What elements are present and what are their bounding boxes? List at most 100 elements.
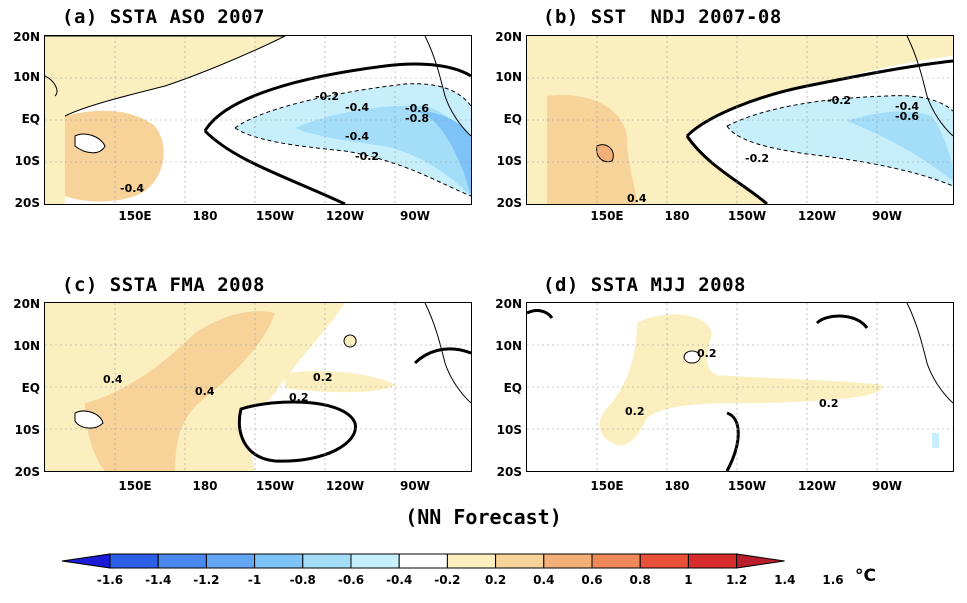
lat-label: 20N <box>495 297 522 311</box>
lon-label: 150W <box>255 479 295 493</box>
lat-label: 10S <box>496 154 522 168</box>
colorbar-tick-label: -0.2 <box>434 573 461 587</box>
lon-label: 180 <box>664 209 690 223</box>
lat-label: 20N <box>495 30 522 44</box>
contour-label: 0.4 <box>195 385 215 398</box>
lat-label: 20S <box>14 196 40 210</box>
lon-label: 150E <box>590 479 624 493</box>
lon-label: 150W <box>255 209 295 223</box>
contour-label: 0.2 <box>819 397 839 410</box>
colorbar-tick-label: 0.4 <box>533 573 555 587</box>
contour-label: -0.4 <box>345 130 369 143</box>
lat-label: 10N <box>13 339 40 353</box>
lon-label: 120W <box>325 209 365 223</box>
colorbar-swatch <box>205 553 256 569</box>
lat-label: EQ <box>21 112 40 126</box>
lon-label: 180 <box>664 479 690 493</box>
lon-label: 90W <box>400 479 430 493</box>
lat-label: EQ <box>503 381 522 395</box>
contour-label: 0.2 <box>625 405 645 418</box>
map-panel-a: -0.2 -0.4 -0.6 -0.8 -0.4 -0.2 -0.4 <box>44 35 472 205</box>
lon-label: 150W <box>727 479 767 493</box>
colorbar-swatch <box>398 553 448 569</box>
lon-label: 150E <box>118 479 152 493</box>
lat-label: 10N <box>495 339 522 353</box>
colorbar-swatch <box>302 553 352 569</box>
colorbar-tick-label: -0.8 <box>289 573 316 587</box>
colorbar-tick-label: -1.2 <box>193 573 220 587</box>
lat-label: 20N <box>13 297 40 311</box>
contour-label: 0.2 <box>289 391 309 404</box>
colorbar-swatch <box>109 553 159 569</box>
lon-label: 120W <box>797 209 837 223</box>
colorbar-swatch <box>350 553 400 569</box>
contour-label: -0.2 <box>355 150 379 163</box>
colorbar-tick-label: 0.2 <box>484 573 507 587</box>
lat-label: 10N <box>13 70 40 84</box>
contour-label: 0.2 <box>697 347 717 360</box>
lat-label: EQ <box>503 112 522 126</box>
contour-label: -0.4 <box>120 182 144 195</box>
lon-label: 120W <box>325 479 365 493</box>
colorbar-tick-label: 1.2 <box>725 573 748 587</box>
panel-title: (b) SST NDJ 2007-08 <box>543 6 782 28</box>
colorbar-swatch <box>446 553 497 569</box>
colorbar-tick-label: -1.4 <box>145 573 172 587</box>
lat-label: 20S <box>496 196 522 210</box>
lon-label: 90W <box>872 479 902 493</box>
colorbar-swatch <box>254 553 304 569</box>
colorbar-tick-label: 1.6 <box>822 573 844 587</box>
lat-label: 20S <box>496 465 522 479</box>
contour-label: 0.4 <box>627 192 647 204</box>
forecast-caption: (NN Forecast) <box>405 505 562 529</box>
lat-label: 20S <box>14 465 40 479</box>
colorbar <box>61 553 785 569</box>
lat-label: 20N <box>13 30 40 44</box>
map-panel-b: -0.2 -0.4 -0.6 -0.2 0.4 <box>526 35 954 205</box>
map-panel-d: 0.2 0.2 0.2 <box>526 302 954 472</box>
contour-label: -0.2 <box>315 90 339 103</box>
lat-label: 10S <box>496 423 522 437</box>
contour-label: 0.4 <box>103 373 123 386</box>
map-panel-c: 0.4 0.4 0.2 0.2 <box>44 302 472 472</box>
colorbar-swatch <box>543 553 593 569</box>
colorbar-swatch <box>495 553 545 569</box>
contour-label: -0.6 <box>405 102 429 115</box>
colorbar-tick-label: 1.4 <box>774 573 796 587</box>
lat-label: 10S <box>14 423 40 437</box>
colorbar-swatch <box>639 553 689 569</box>
colorbar-tick-label: 0.8 <box>629 573 651 587</box>
panel-title: (d) SSTA MJJ 2008 <box>543 274 746 296</box>
contour-label: -0.6 <box>895 110 919 123</box>
colorbar-swatch <box>61 553 111 569</box>
colorbar-tick-label: -1.6 <box>96 573 124 587</box>
colorbar-tick-label: -1 <box>247 573 262 587</box>
lat-label: 10N <box>495 70 522 84</box>
colorbar-unit: °C <box>855 566 876 586</box>
lon-label: 180 <box>192 209 218 223</box>
colorbar-swatch <box>591 553 641 569</box>
contour-label: 0.2 <box>313 371 333 384</box>
lon-label: 120W <box>797 479 837 493</box>
contour-label: -0.8 <box>405 112 429 125</box>
colorbar-tick-label: -0.6 <box>337 573 365 587</box>
colorbar-tick-label: 1 <box>684 573 693 587</box>
lon-label: 150E <box>590 209 624 223</box>
lon-label: 90W <box>872 209 902 223</box>
lon-label: 150W <box>727 209 767 223</box>
colorbar-tick-label: -0.4 <box>386 573 413 587</box>
contour-label: -0.4 <box>345 101 369 114</box>
lat-label: 10S <box>14 154 40 168</box>
colorbar-tick-label: 0.6 <box>581 573 603 587</box>
contour-label: -0.2 <box>745 152 769 165</box>
panel-title: (c) SSTA FMA 2008 <box>62 274 265 296</box>
lat-label: EQ <box>21 381 40 395</box>
colorbar-swatch <box>736 553 785 569</box>
contour-label: -0.2 <box>827 94 851 107</box>
lon-label: 180 <box>192 479 218 493</box>
lon-label: 90W <box>400 209 430 223</box>
panel-title: (a) SSTA ASO 2007 <box>62 6 265 28</box>
contour-label: -0.4 <box>895 100 919 113</box>
colorbar-swatch <box>157 553 207 569</box>
lon-label: 150E <box>118 209 152 223</box>
